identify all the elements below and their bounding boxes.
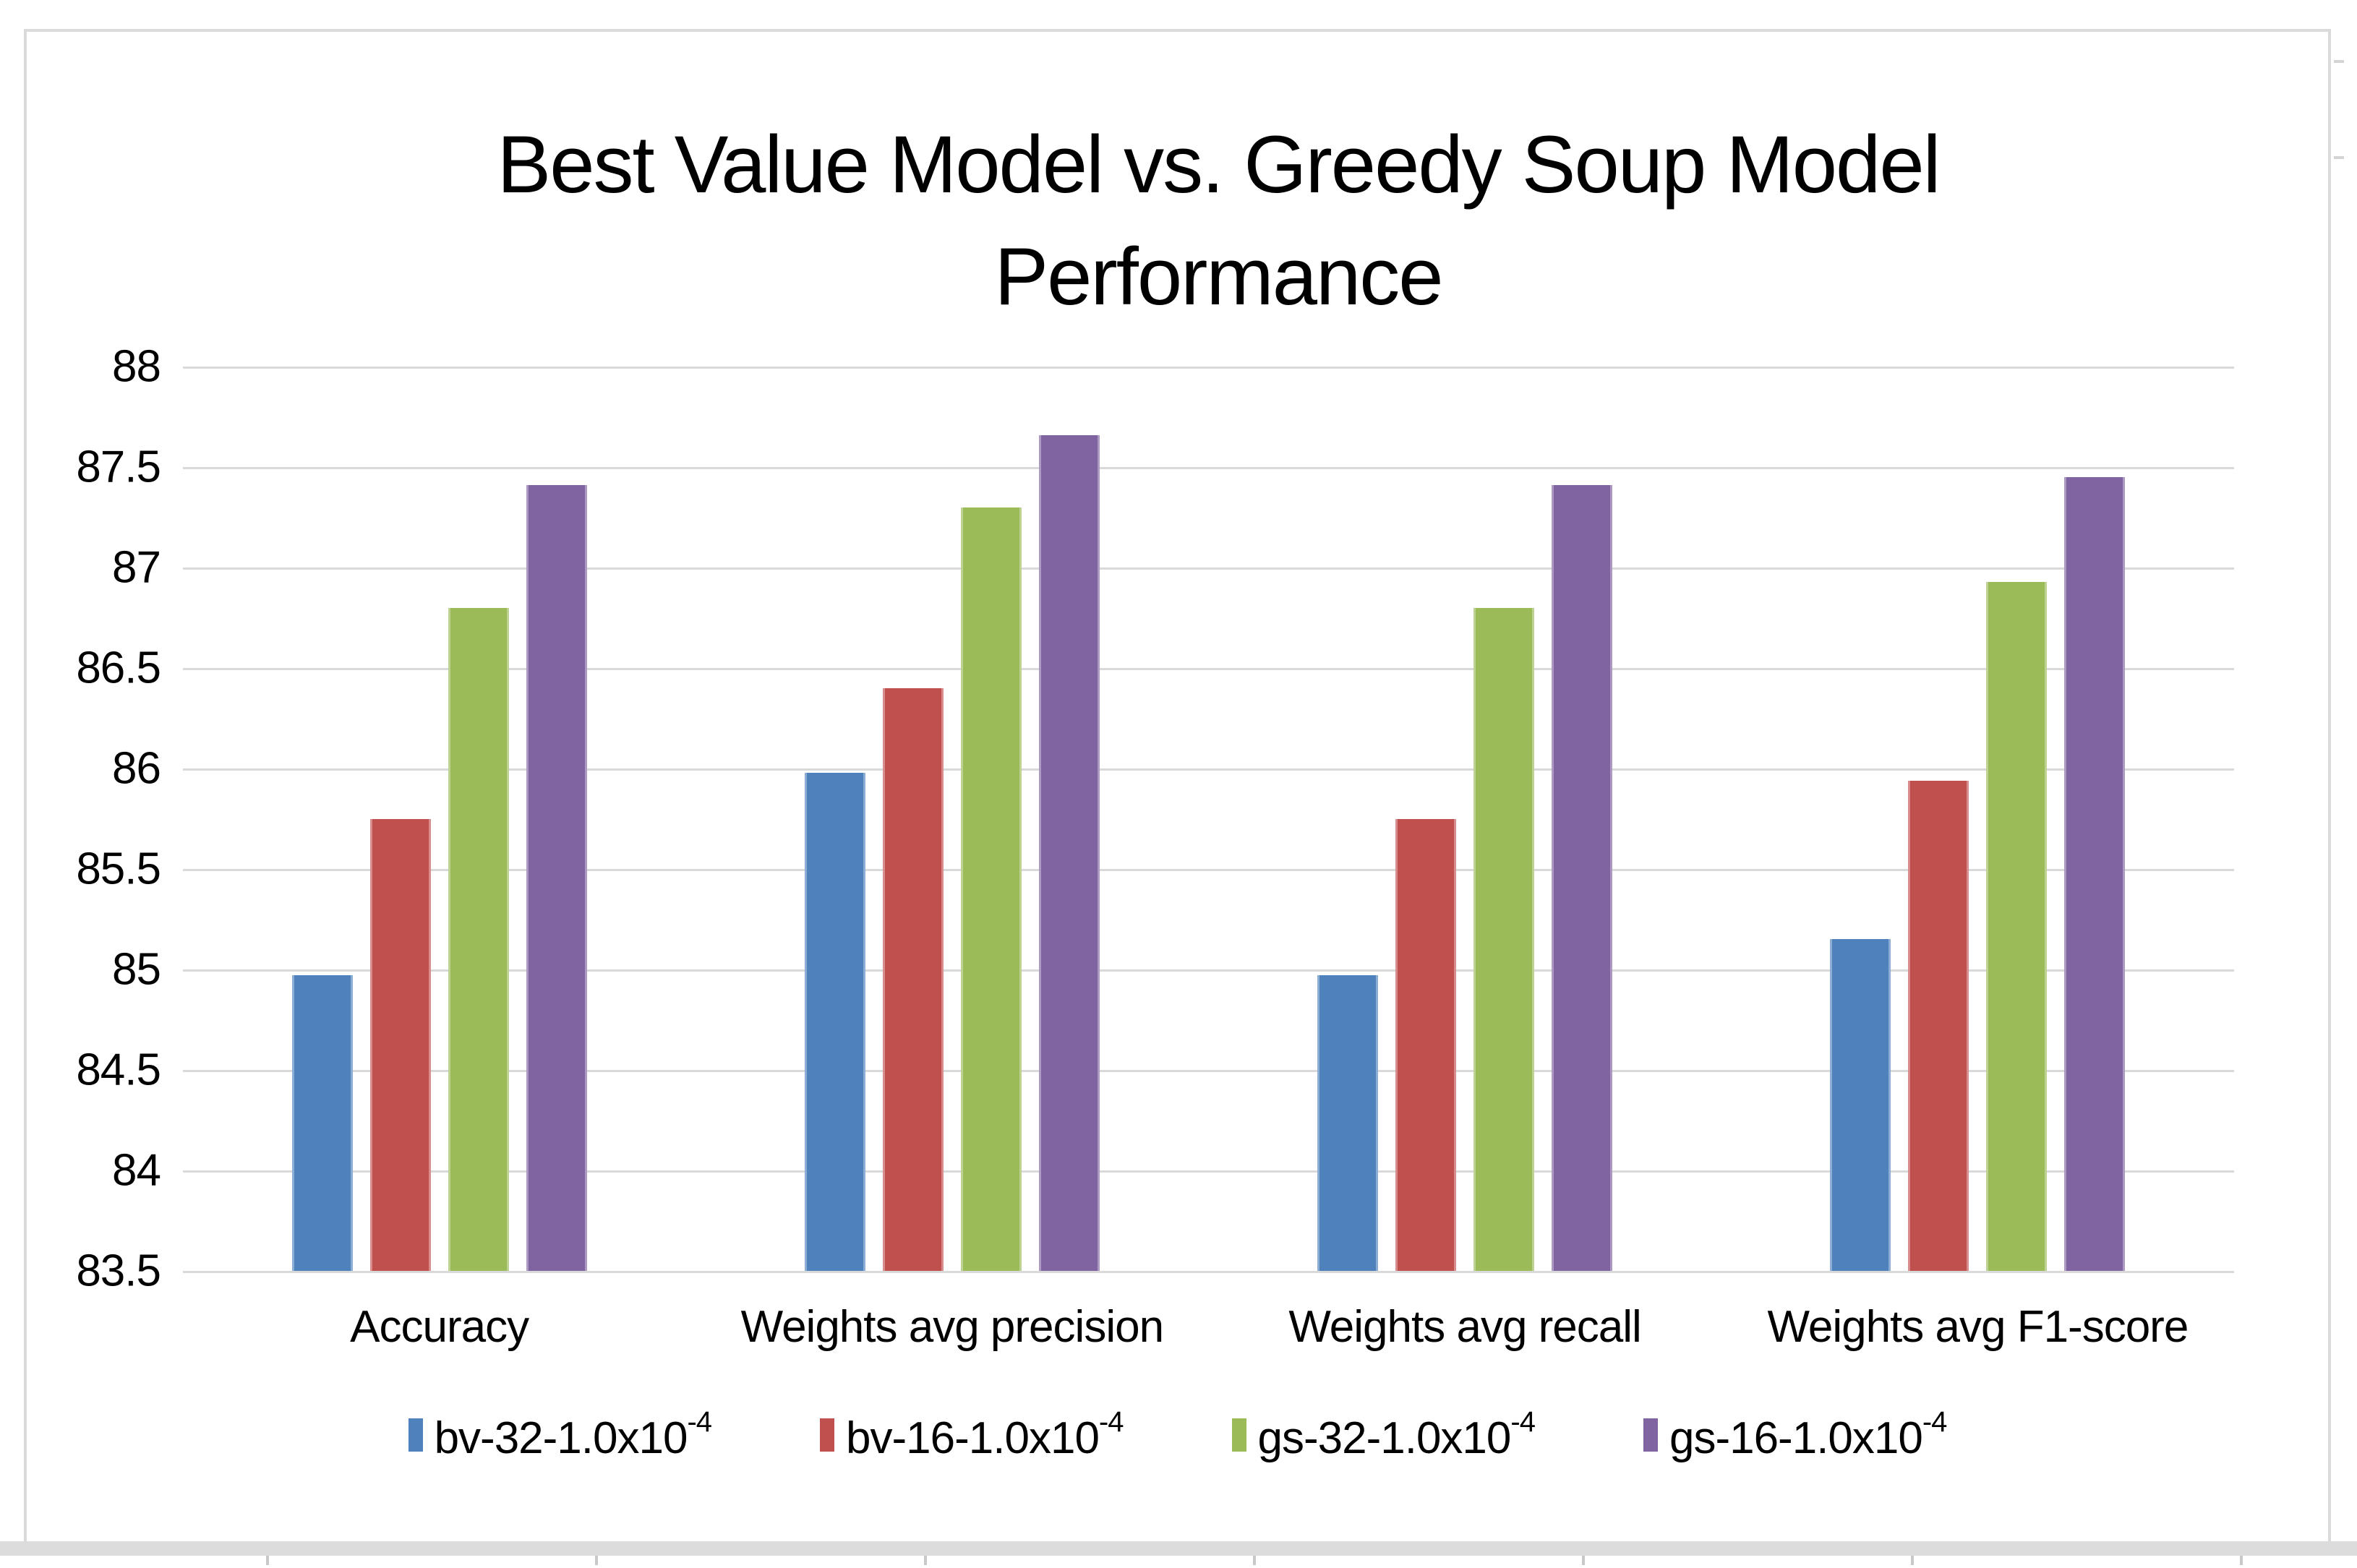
bar-bv-16-1.0x10-4-weights-avg-f1-score: [1908, 780, 1969, 1271]
legend-label: gs-16-1.0x10-4: [1669, 1406, 1947, 1463]
gridline-86.5: [183, 668, 2234, 670]
y-tick-label-88: 88: [112, 341, 161, 392]
bar-gs-16-1.0x10-4-weights-avg-f1-score: [2064, 476, 2126, 1271]
bar-bv-16-1.0x10-4-accuracy: [369, 818, 431, 1271]
y-tick-label-87.5: 87.5: [76, 442, 161, 492]
bar-gs-16-1.0x10-4-weights-avg-recall: [1552, 485, 1613, 1271]
bar-bv-32-1.0x10-4-weights-avg-precision: [804, 772, 865, 1271]
legend-item-bv-32-1.0x10-4: bv-32-1.0x10-4: [408, 1406, 712, 1464]
bar-gs-32-1.0x10-4-accuracy: [448, 607, 509, 1271]
y-tick-label-85.5: 85.5: [76, 844, 161, 894]
spreadsheet-column-tick: [1911, 1556, 1914, 1565]
bar-groups: [183, 367, 2234, 1271]
y-tick-label-86: 86: [112, 743, 161, 794]
gridline-84: [183, 1170, 2234, 1173]
bar-gs-32-1.0x10-4-weights-avg-recall: [1473, 607, 1535, 1271]
bar-gs-32-1.0x10-4-weights-avg-f1-score: [1986, 581, 2048, 1271]
bar-group-weights-avg-precision: [696, 367, 1208, 1271]
x-category-label-weights-avg-precision: Weights avg precision: [740, 1302, 1164, 1352]
x-category-label-weights-avg-recall: Weights avg recall: [1288, 1302, 1641, 1352]
x-axis-labels: Accuracy Weights avg precision Weights avg…: [183, 1301, 2234, 1353]
spreadsheet-column-tick: [1582, 1556, 1585, 1565]
x-category-label-weights-avg-f1-score: Weights avg F1-score: [1767, 1302, 2189, 1352]
legend-item-gs-16-1.0x10-4: gs-16-1.0x10-4: [1643, 1406, 1947, 1464]
x-category-label-accuracy: Accuracy: [350, 1302, 529, 1352]
bar-bv-16-1.0x10-4-weights-avg-recall: [1395, 818, 1457, 1271]
plot-area: [183, 367, 2234, 1273]
gridline-85.5: [183, 869, 2234, 871]
bar-group-accuracy: [183, 367, 696, 1271]
y-tick-label-84: 84: [112, 1145, 161, 1196]
legend-label: bv-32-1.0x10-4: [434, 1406, 712, 1463]
y-tick-label-87: 87: [112, 542, 161, 593]
gridline-87: [183, 567, 2234, 570]
spreadsheet-column-tick: [1253, 1556, 1256, 1565]
y-tick-label-86.5: 86.5: [76, 643, 161, 693]
spreadsheet-column-tick: [595, 1556, 598, 1565]
gridline-86: [183, 768, 2234, 771]
gridline-85: [183, 969, 2234, 972]
spreadsheet-edge-band: [0, 1541, 2357, 1556]
chart-title: Best Value Model vs. Greedy Soup Model P…: [174, 108, 2263, 333]
bar-bv-16-1.0x10-4-weights-avg-precision: [882, 687, 944, 1271]
legend-label: gs-32-1.0x10-4: [1257, 1406, 1536, 1463]
legend-swatch-icon: [1643, 1418, 1658, 1452]
y-tick-label-84.5: 84.5: [76, 1045, 161, 1095]
frame-right-tick: [2334, 156, 2344, 159]
spreadsheet-column-tick: [2240, 1556, 2243, 1565]
legend-label: bv-16-1.0x10-4: [846, 1406, 1124, 1463]
bar-gs-16-1.0x10-4-weights-avg-precision: [1038, 434, 1100, 1271]
chart-title-line1: Best Value Model vs. Greedy Soup Model: [497, 119, 1941, 210]
bar-bv-32-1.0x10-4-weights-avg-recall: [1317, 975, 1379, 1271]
legend-swatch-icon: [1231, 1418, 1246, 1452]
legend-item-gs-32-1.0x10-4: gs-32-1.0x10-4: [1231, 1406, 1536, 1464]
y-tick-label-85: 85: [112, 944, 161, 995]
gridline-87.5: [183, 467, 2234, 469]
bar-bv-32-1.0x10-4-accuracy: [291, 975, 353, 1271]
gridline-83.5: [183, 1271, 2234, 1273]
legend-swatch-icon: [408, 1418, 423, 1452]
bar-group-weights-avg-f1-score: [1721, 367, 2234, 1271]
bar-bv-32-1.0x10-4-weights-avg-f1-score: [1830, 939, 1891, 1271]
legend: bv-32-1.0x10-4 bv-16-1.0x10-4 gs-32-1.0x10…: [24, 1406, 2331, 1464]
chart-title-line2: Performance: [994, 231, 1443, 322]
bar-gs-32-1.0x10-4-weights-avg-precision: [960, 507, 1022, 1271]
spreadsheet-column-tick: [924, 1556, 927, 1565]
spreadsheet-column-tick: [266, 1556, 269, 1565]
y-axis-labels: 88 87.5 87 86.5 86 85.5 85 84.5 84 83.5: [0, 0, 161, 1568]
gridline-84.5: [183, 1070, 2234, 1072]
y-tick-label-83.5: 83.5: [76, 1246, 161, 1296]
gridline-88: [183, 367, 2234, 369]
bar-gs-16-1.0x10-4-accuracy: [526, 485, 587, 1271]
legend-swatch-icon: [820, 1418, 835, 1452]
legend-item-bv-16-1.0x10-4: bv-16-1.0x10-4: [820, 1406, 1124, 1464]
frame-right-tick: [2334, 60, 2344, 63]
bar-group-weights-avg-recall: [1209, 367, 1721, 1271]
